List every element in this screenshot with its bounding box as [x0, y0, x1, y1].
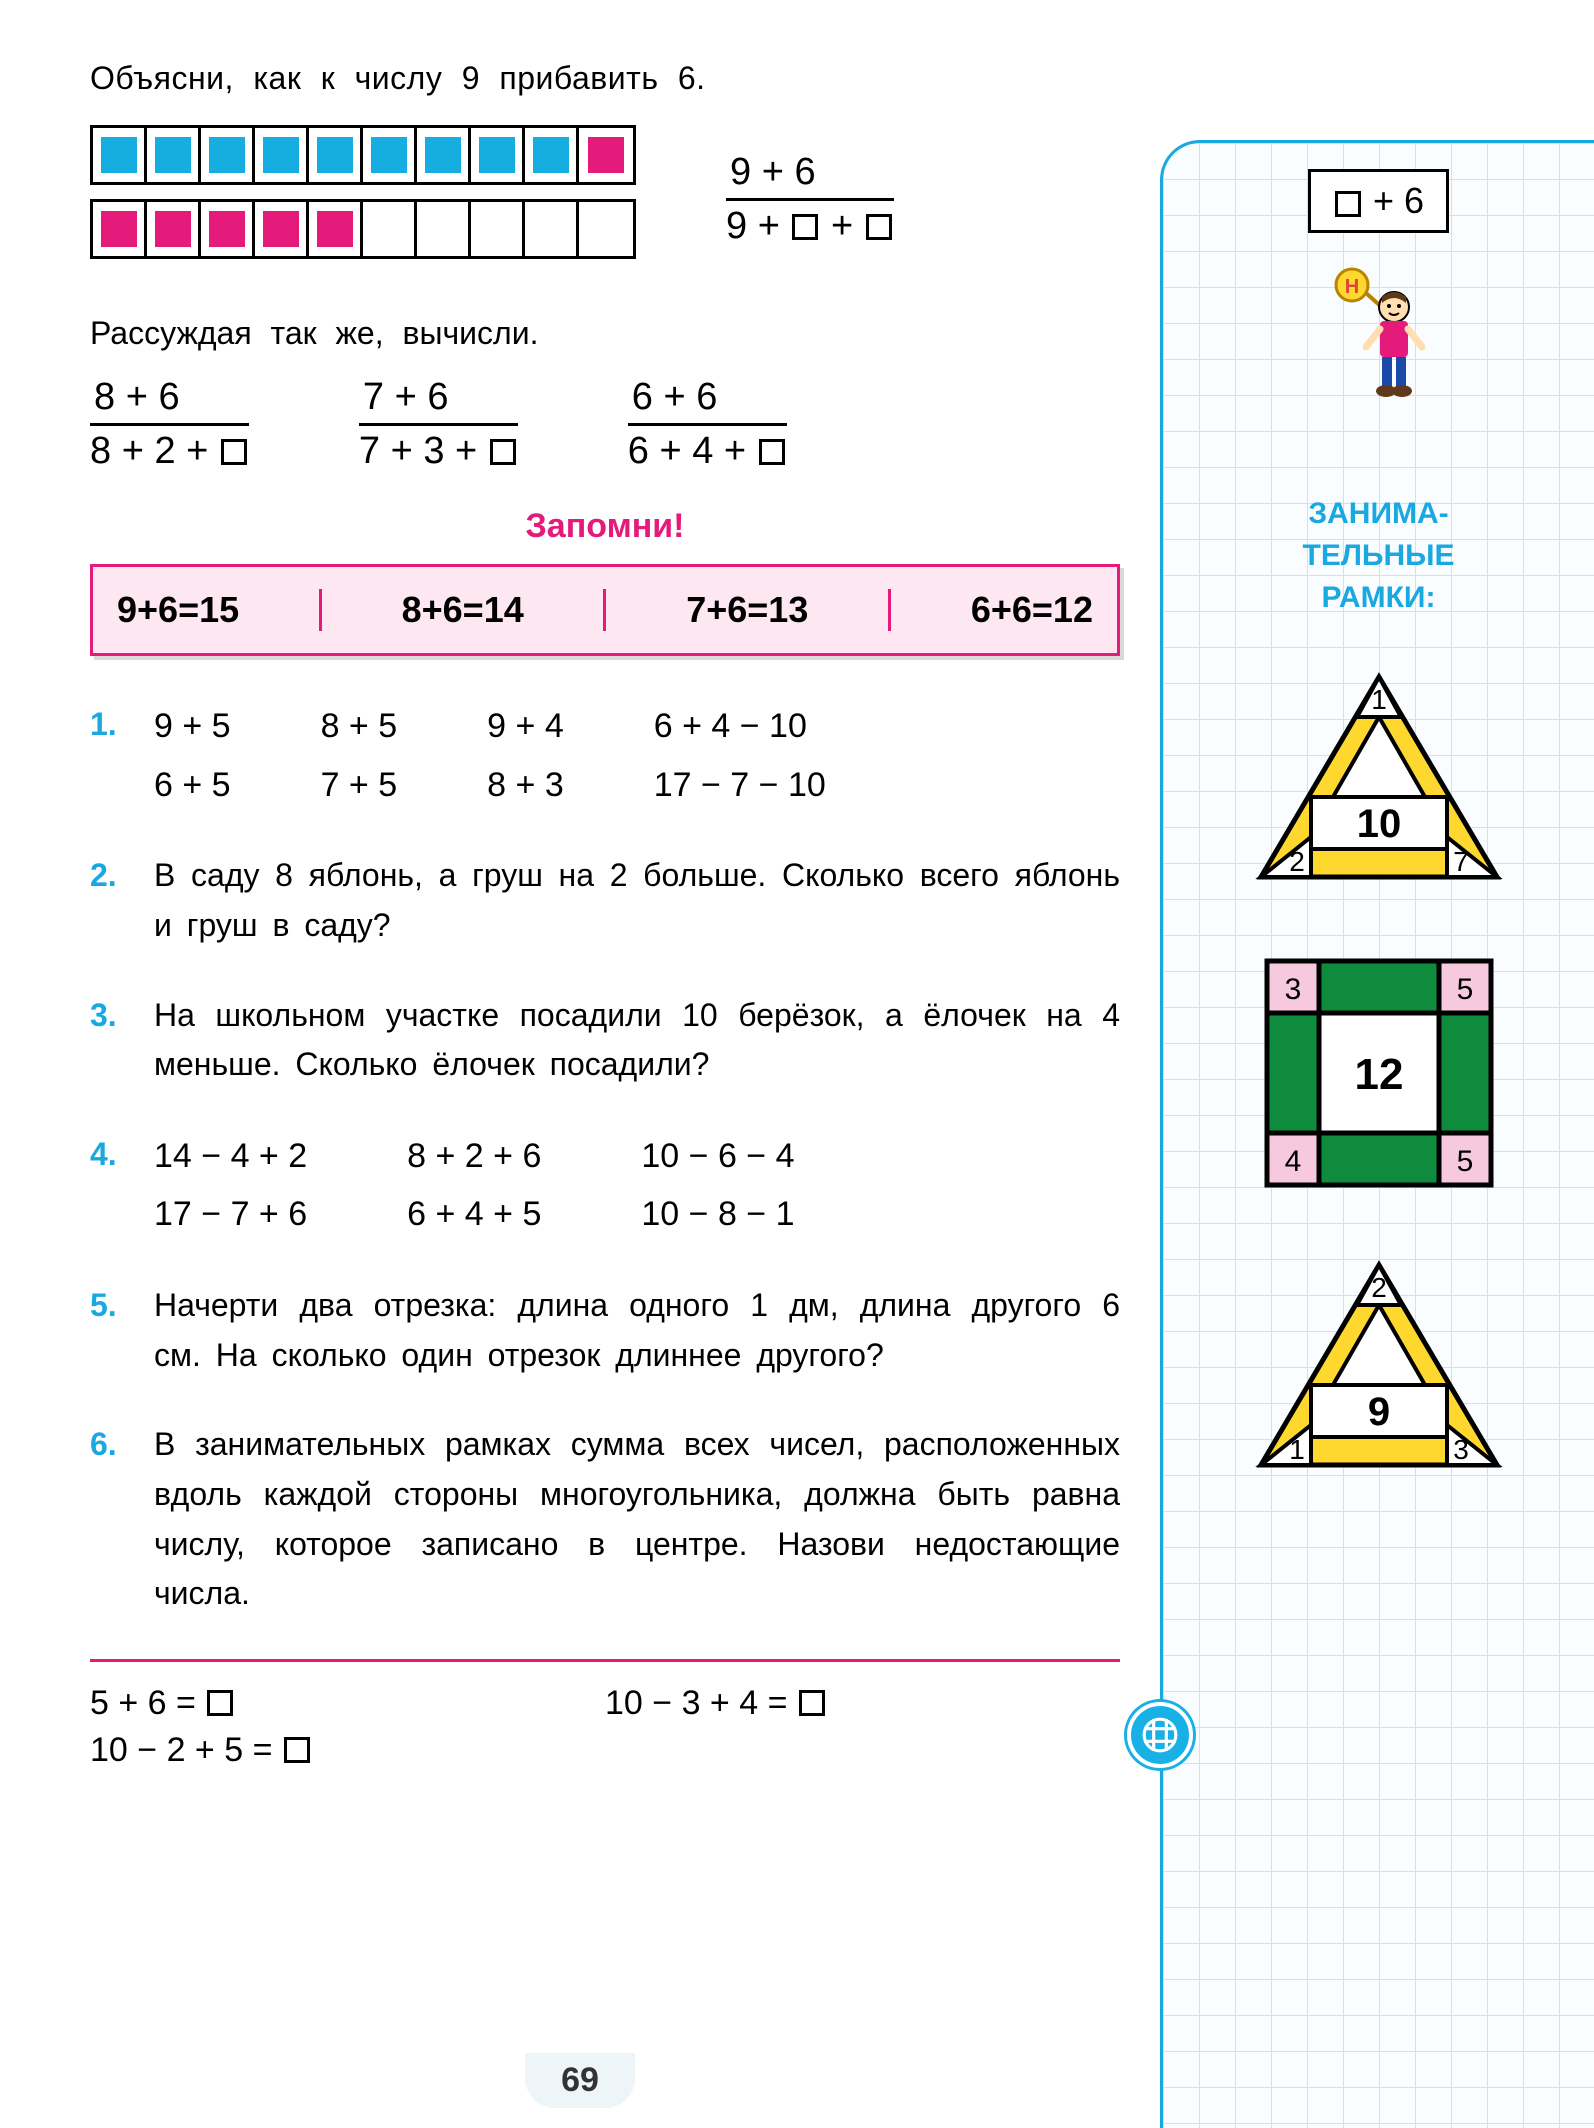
- task-number: 4.: [90, 1130, 130, 1241]
- divider: [90, 1659, 1120, 1662]
- sq-tl: 3: [1284, 973, 1301, 1006]
- tri2-br: 3: [1453, 1434, 1469, 1465]
- task-4: 4. 14 − 4 + 28 + 2 + 610 − 6 − 417 − 7 +…: [90, 1130, 1120, 1241]
- task-3: 3. На школьном участке посадили 10 берёз…: [90, 991, 1120, 1090]
- triangle-puzzle-2: 2 9 1 3: [1239, 1247, 1519, 1487]
- tri1-top: 1: [1371, 684, 1387, 715]
- task-text: Начерти два отрезка: длина одного 1 дм, …: [154, 1281, 1120, 1380]
- main-example: 9 + 6 9 + +: [726, 151, 894, 248]
- triangle-puzzle-1: 1 10 2 7: [1239, 659, 1519, 899]
- task-text: В занимательных рамках сумма всех чисел,…: [154, 1420, 1120, 1618]
- task-6: 6. В занимательных рамках сумма всех чис…: [90, 1420, 1120, 1618]
- task-1: 1. 9 + 58 + 59 + 46 + 4 − 106 + 57 + 58 …: [90, 700, 1120, 811]
- tri2-bl: 1: [1289, 1434, 1305, 1465]
- facts-box: 9+6=15 8+6=14 7+6=13 6+6=12: [90, 564, 1120, 656]
- bottom-equations: 5 + 6 = 10 − 3 + 4 = 10 − 2 + 5 =: [90, 1684, 1120, 1770]
- tri2-center: 9: [1367, 1390, 1389, 1434]
- task-number: 1.: [90, 700, 130, 811]
- tri1-bl: 2: [1289, 846, 1305, 877]
- task-number: 6.: [90, 1420, 130, 1618]
- task-number: 5.: [90, 1281, 130, 1380]
- tri1-br: 7: [1453, 846, 1469, 877]
- sq-br: 5: [1456, 1145, 1473, 1178]
- remember-label: Запомни!: [90, 507, 1120, 546]
- example-bottom: 9 + +: [726, 201, 894, 248]
- page-number: 69: [525, 2053, 635, 2108]
- sidebar-top-box: + 6: [1308, 169, 1449, 233]
- task-4-grid: 14 − 4 + 28 + 2 + 610 − 6 − 417 − 7 + 66…: [154, 1130, 795, 1241]
- sq-tr: 5: [1456, 973, 1473, 1006]
- fact: 6+6=12: [965, 589, 1099, 631]
- task-text: На школьном участке посадили 10 берёзок,…: [154, 991, 1120, 1090]
- task-2: 2. В саду 8 яблонь, а груш на 2 больше. …: [90, 851, 1120, 950]
- svg-text:Н: Н: [1344, 276, 1358, 298]
- sq-center: 12: [1354, 1050, 1403, 1099]
- square-puzzle: 3 5 4 5 12: [1249, 943, 1509, 1203]
- intro-text: Объясни, как к числу 9 прибавить 6.: [90, 60, 1120, 97]
- main-content: Объясни, как к числу 9 прибавить 6. 9 + …: [0, 0, 1160, 2128]
- sidebar: + 6 Н ЗАНИМА- ТЕЛЬНЫЕ РАМКИ:: [1160, 140, 1594, 2128]
- task-1-grid: 9 + 58 + 59 + 46 + 4 − 106 + 57 + 58 + 3…: [154, 700, 826, 811]
- task-number: 3.: [90, 991, 130, 1090]
- strip-row-1: 9 + 6 9 + +: [90, 125, 1120, 273]
- sidebar-title: ЗАНИМА- ТЕЛЬНЫЕ РАМКИ:: [1187, 493, 1570, 619]
- eq: 5 + 6 =: [90, 1684, 605, 1723]
- task-5: 5. Начерти два отрезка: длина одного 1 д…: [90, 1281, 1120, 1380]
- kid-icon: Н: [1324, 263, 1434, 423]
- fact: 7+6=13: [680, 589, 814, 631]
- example-top: 9 + 6: [726, 151, 894, 201]
- eq: 10 − 3 + 4 =: [605, 1684, 1120, 1723]
- sq-bl: 4: [1284, 1145, 1301, 1178]
- tri1-center: 10: [1356, 802, 1401, 846]
- eq: 10 − 2 + 5 =: [90, 1731, 605, 1770]
- strip-bottom: [90, 199, 636, 259]
- grid-badge-icon: [1127, 1702, 1193, 1768]
- strip-top: [90, 125, 636, 185]
- task-text: В саду 8 яблонь, а груш на 2 больше. Ско…: [154, 851, 1120, 950]
- section-2-text: Рассуждая так же, вычисли.: [90, 315, 1120, 352]
- task-number: 2.: [90, 851, 130, 950]
- trio-examples: 8 + 68 + 2 + 7 + 67 + 3 + 6 + 66 + 4 +: [90, 376, 1120, 473]
- fact: 8+6=14: [396, 589, 530, 631]
- fact: 9+6=15: [111, 589, 245, 631]
- tri2-top: 2: [1371, 1272, 1387, 1303]
